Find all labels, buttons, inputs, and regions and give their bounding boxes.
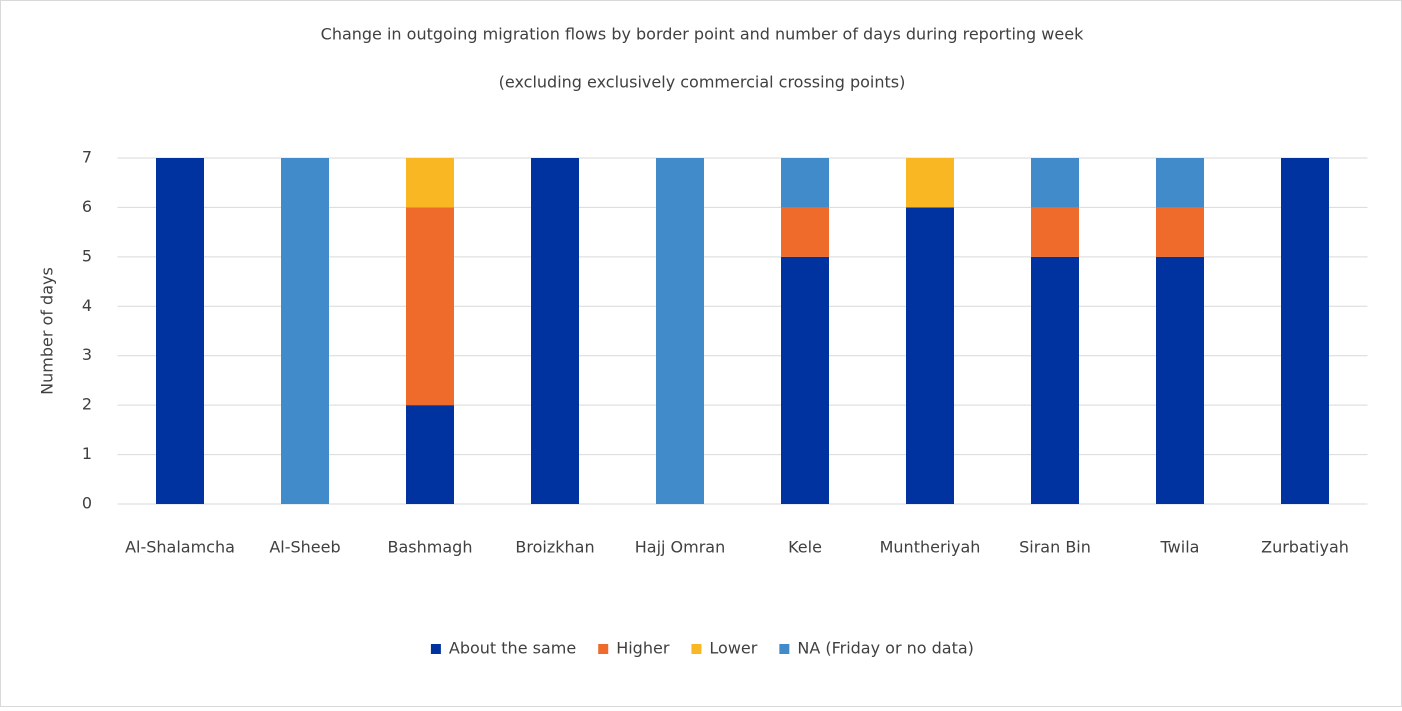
x-tick-label: Kele	[788, 538, 822, 557]
legend-label: Lower	[709, 639, 757, 658]
y-tick-label: 5	[82, 246, 92, 265]
bar-segment	[531, 158, 579, 504]
bar-segment	[781, 207, 829, 257]
y-axis-label: Number of days	[38, 267, 57, 395]
bar-segment	[781, 158, 829, 208]
y-tick-label: 0	[82, 494, 92, 513]
bar-segment	[1031, 158, 1079, 208]
x-tick-label: Zurbatiyah	[1261, 538, 1349, 557]
x-tick-label: Siran Bin	[1019, 538, 1091, 557]
bar-segment	[1156, 158, 1204, 208]
bar-segment	[406, 207, 454, 406]
x-tick-label: Hajj Omran	[635, 538, 726, 557]
legend-label: Higher	[616, 639, 670, 658]
x-tick-label: Broizkhan	[515, 538, 594, 557]
x-tick-label: Bashmagh	[388, 538, 473, 557]
bar-segment	[906, 207, 954, 504]
y-tick-label: 7	[82, 148, 92, 167]
chart-subtitle: (excluding exclusively commercial crossi…	[499, 73, 906, 92]
y-tick-label: 2	[82, 395, 92, 414]
x-tick-label: Al-Sheeb	[269, 538, 340, 557]
chart-title: Change in outgoing migration flows by bo…	[321, 25, 1084, 44]
legend-swatch	[598, 644, 609, 654]
bar-segment	[406, 158, 454, 208]
bar-segment	[1031, 207, 1079, 257]
bar-segment	[656, 158, 704, 504]
legend-swatch	[430, 644, 441, 654]
bar-segment	[406, 405, 454, 504]
bar-segment	[1156, 256, 1204, 504]
bar-segment	[1281, 158, 1329, 504]
legend-swatch	[691, 644, 702, 654]
bar-segment	[281, 158, 329, 504]
y-tick-label: 4	[82, 296, 92, 315]
legend-label: About the same	[449, 639, 576, 658]
x-tick-label: Al-Shalamcha	[125, 538, 235, 557]
y-tick-label: 1	[82, 444, 92, 463]
bar-segment	[1156, 207, 1204, 257]
bar-segment	[781, 256, 829, 504]
bar-segment	[906, 158, 954, 208]
legend-label: NA (Friday or no data)	[797, 639, 974, 658]
x-tick-label: Muntheriyah	[880, 538, 981, 557]
bar-segment	[156, 158, 204, 504]
y-tick-label: 6	[82, 197, 92, 216]
bar-segment	[1031, 256, 1079, 504]
x-tick-label: Twila	[1160, 538, 1200, 557]
legend-swatch	[779, 644, 790, 654]
y-tick-label: 3	[82, 345, 92, 364]
